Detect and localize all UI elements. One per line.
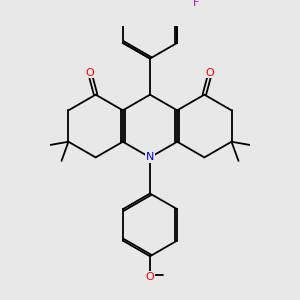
Text: F: F	[193, 0, 200, 8]
Text: O: O	[85, 68, 94, 78]
Text: O: O	[206, 68, 214, 78]
Text: O: O	[146, 272, 154, 282]
Text: N: N	[146, 152, 154, 162]
